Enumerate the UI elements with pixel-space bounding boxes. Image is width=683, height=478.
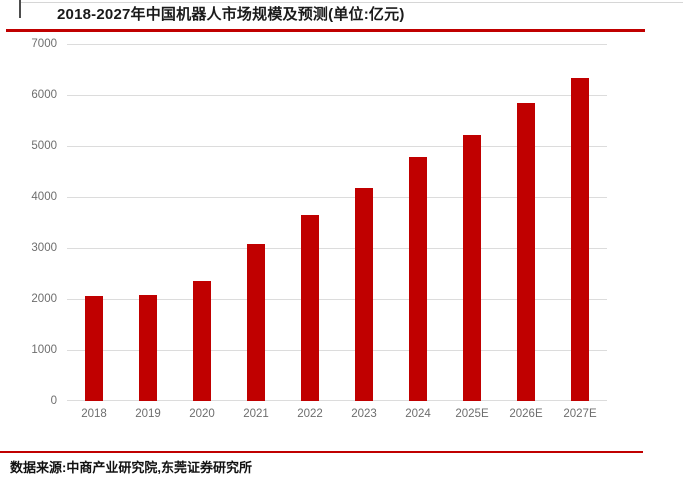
bar-2027E xyxy=(571,78,589,401)
y-axis-tick-label: 2000 xyxy=(31,293,57,305)
gridline-2000 xyxy=(67,299,607,300)
bar-2026E xyxy=(517,103,535,401)
gridline-1000 xyxy=(67,350,607,351)
y-axis-tick-label: 7000 xyxy=(31,38,57,50)
bar-2022 xyxy=(301,215,319,401)
gridline-0 xyxy=(67,400,607,401)
bar-2024 xyxy=(409,157,427,401)
y-axis-tick-label: 6000 xyxy=(31,89,57,101)
bar-2025E xyxy=(463,135,481,401)
y-axis-tick-label: 4000 xyxy=(31,191,57,203)
bar-2021 xyxy=(247,244,265,401)
gridline-6000 xyxy=(67,95,607,96)
x-axis-tick-label: 2018 xyxy=(81,408,107,420)
y-axis-tick-label: 3000 xyxy=(31,242,57,254)
bar-2018 xyxy=(85,296,103,401)
gridline-4000 xyxy=(67,197,607,198)
y-axis-tick-label: 0 xyxy=(50,395,57,407)
x-axis-tick-label: 2024 xyxy=(405,408,431,420)
x-axis-tick-label: 2027E xyxy=(563,408,597,420)
gridline-5000 xyxy=(67,146,607,147)
x-axis-tick-label: 2020 xyxy=(189,408,215,420)
chart-title: 2018-2027年中国机器人市场规模及预测(单位:亿元) xyxy=(57,6,405,23)
document-border-tick xyxy=(19,0,21,18)
footer-divider-rule xyxy=(0,451,643,453)
x-axis-tick-label: 2022 xyxy=(297,408,323,420)
gridline-3000 xyxy=(67,248,607,249)
x-axis-tick-label: 2021 xyxy=(243,408,269,420)
bar-2019 xyxy=(139,295,157,401)
gridline-7000 xyxy=(67,44,607,45)
title-divider-rule xyxy=(6,29,645,32)
x-axis-tick-label: 2026E xyxy=(509,408,543,420)
x-axis-tick-label: 2023 xyxy=(351,408,377,420)
plot-area: 0 1000 2000 3000 4000 5000 6000 7000 2018 2019 202… xyxy=(31,38,607,420)
y-axis-tick-label: 5000 xyxy=(31,140,57,152)
data-source-note: 数据来源:中商产业研究院,东莞证券研究所 xyxy=(10,460,252,475)
bar-2023 xyxy=(355,188,373,401)
document-border-line xyxy=(19,2,683,3)
x-axis-tick-label: 2025E xyxy=(455,408,489,420)
x-axis-tick-label: 2019 xyxy=(135,408,161,420)
bar-2020 xyxy=(193,281,211,401)
y-axis-tick-label: 1000 xyxy=(31,344,57,356)
